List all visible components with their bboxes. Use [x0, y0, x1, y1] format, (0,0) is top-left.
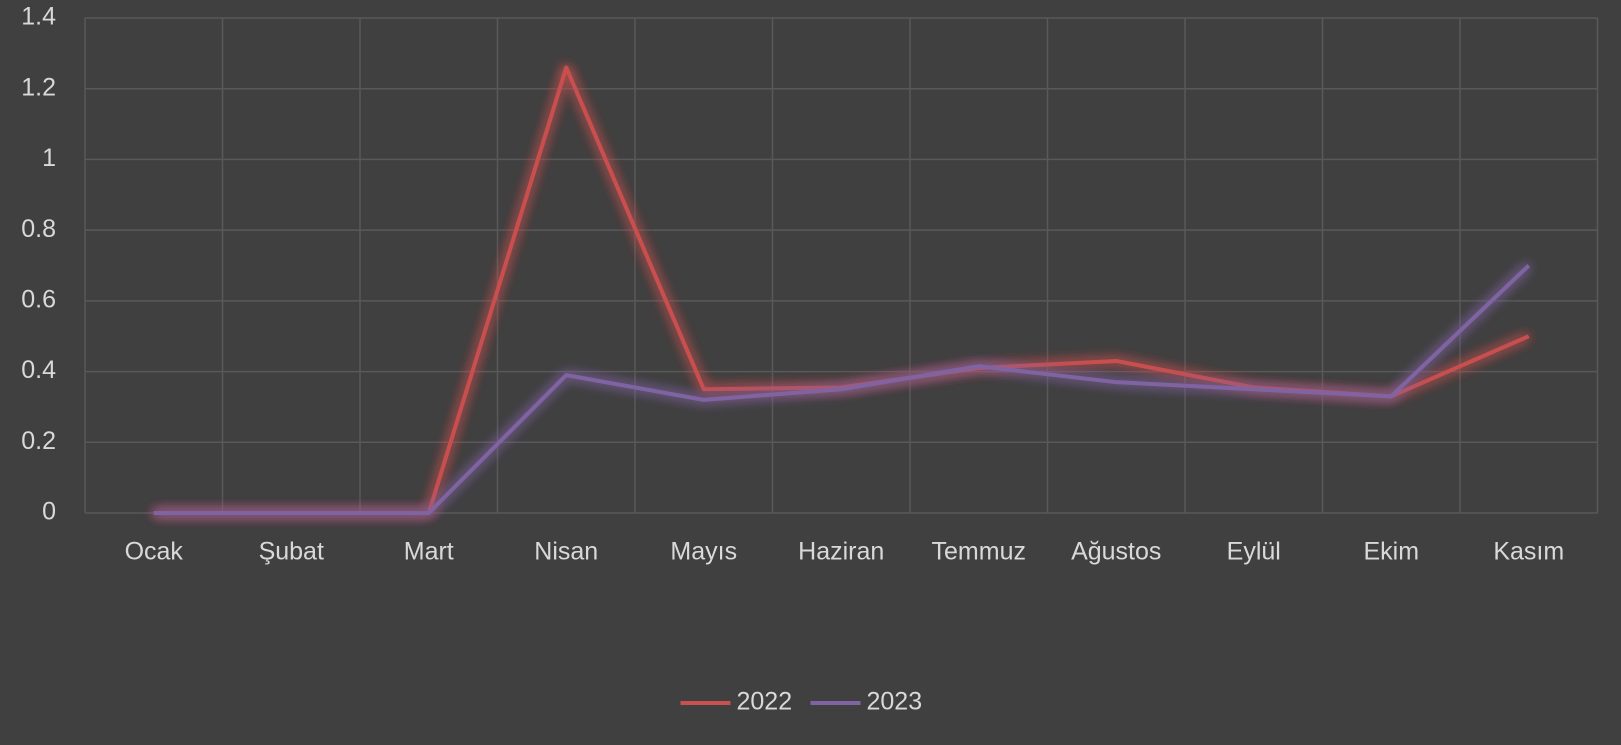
y-tick-label: 1	[42, 144, 56, 172]
y-tick-label: 0.4	[21, 356, 56, 384]
y-tick-label: 1.4	[21, 3, 56, 31]
y-tick-label: 0.8	[21, 215, 56, 243]
x-tick-label: Temmuz	[932, 538, 1026, 566]
legend-label: 2023	[867, 688, 923, 716]
x-tick-label: Nisan	[534, 538, 598, 566]
y-tick-label: 1.2	[21, 73, 56, 101]
y-tick-label: 0.6	[21, 285, 56, 313]
y-tick-label: 0	[42, 498, 56, 526]
series-line	[153, 264, 1531, 515]
x-tick-label: Şubat	[259, 538, 324, 566]
x-tick-label: Ocak	[125, 538, 184, 566]
legend-label: 2022	[737, 688, 793, 716]
y-tick-label: 0.2	[21, 427, 56, 455]
x-tick-label: Eylül	[1227, 538, 1281, 566]
x-tick-label: Mayıs	[670, 538, 737, 566]
x-tick-label: Kasım	[1493, 538, 1564, 566]
x-tick-label: Haziran	[798, 538, 884, 566]
x-tick-label: Ağustos	[1071, 538, 1161, 566]
x-tick-label: Mart	[404, 538, 454, 566]
x-tick-label: Ekim	[1363, 538, 1419, 566]
